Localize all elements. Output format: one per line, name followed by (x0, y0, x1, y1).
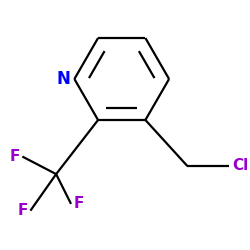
Text: Cl: Cl (232, 158, 248, 174)
Text: F: F (74, 196, 84, 211)
Text: F: F (9, 149, 20, 164)
Text: F: F (17, 203, 28, 218)
Text: N: N (56, 70, 70, 88)
